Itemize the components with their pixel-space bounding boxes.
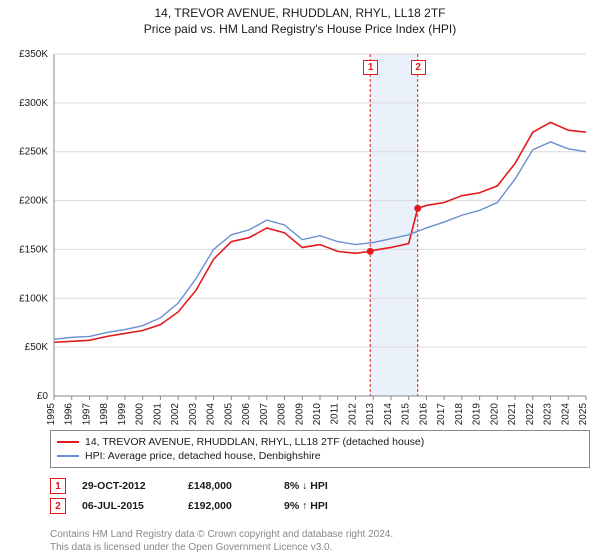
event-delta-2: 9% ↑ HPI xyxy=(284,500,328,512)
svg-text:£200K: £200K xyxy=(19,196,48,207)
svg-text:2013: 2013 xyxy=(365,403,376,426)
legend-label-series-1: HPI: Average price, detached house, Denb… xyxy=(85,450,321,462)
svg-text:£250K: £250K xyxy=(19,147,48,158)
footer-line-1: Contains HM Land Registry data © Crown c… xyxy=(50,528,590,541)
svg-text:£0: £0 xyxy=(37,391,49,402)
svg-text:2003: 2003 xyxy=(188,403,199,426)
svg-text:£100K: £100K xyxy=(19,293,48,304)
svg-text:1998: 1998 xyxy=(99,403,110,426)
footer-attribution: Contains HM Land Registry data © Crown c… xyxy=(50,528,590,554)
svg-text:2025: 2025 xyxy=(578,403,589,426)
svg-text:2018: 2018 xyxy=(454,403,465,426)
svg-text:2007: 2007 xyxy=(259,403,270,426)
event-price-1: £148,000 xyxy=(188,480,268,492)
svg-text:2000: 2000 xyxy=(135,403,146,426)
svg-text:£350K: £350K xyxy=(19,49,48,60)
legend-swatch-series-1 xyxy=(57,455,79,457)
plot-area: £0£50K£100K£150K£200K£250K£300K£350K1995… xyxy=(50,48,590,418)
svg-text:2008: 2008 xyxy=(277,403,288,426)
plot-event-marker: 1 xyxy=(363,60,378,75)
svg-text:2011: 2011 xyxy=(330,403,341,425)
svg-text:2024: 2024 xyxy=(560,403,571,426)
svg-text:2006: 2006 xyxy=(241,403,252,426)
svg-text:2004: 2004 xyxy=(206,403,217,426)
svg-text:2020: 2020 xyxy=(489,403,500,426)
svg-text:1997: 1997 xyxy=(81,403,92,426)
svg-text:£150K: £150K xyxy=(19,244,48,255)
svg-text:2016: 2016 xyxy=(418,403,429,426)
svg-text:1995: 1995 xyxy=(46,403,57,426)
svg-text:£300K: £300K xyxy=(19,98,48,109)
svg-text:2002: 2002 xyxy=(170,403,181,426)
legend-box: 14, TREVOR AVENUE, RHUDDLAN, RHYL, LL18 … xyxy=(50,430,590,468)
svg-text:2014: 2014 xyxy=(383,403,394,426)
event-date-1: 29-OCT-2012 xyxy=(82,480,172,492)
svg-text:2019: 2019 xyxy=(472,403,483,426)
svg-text:2010: 2010 xyxy=(312,403,323,426)
svg-text:2012: 2012 xyxy=(347,403,358,426)
svg-text:2022: 2022 xyxy=(525,403,536,426)
svg-text:2005: 2005 xyxy=(223,403,234,426)
event-marker-2: 2 xyxy=(50,498,66,514)
legend-label-series-0: 14, TREVOR AVENUE, RHUDDLAN, RHYL, LL18 … xyxy=(85,436,424,448)
svg-text:2001: 2001 xyxy=(152,403,163,426)
event-marker-1: 1 xyxy=(50,478,66,494)
svg-text:£50K: £50K xyxy=(25,342,49,353)
svg-text:2009: 2009 xyxy=(294,403,305,426)
svg-text:2023: 2023 xyxy=(543,403,554,426)
chart-title-line1: 14, TREVOR AVENUE, RHUDDLAN, RHYL, LL18 … xyxy=(0,6,600,20)
event-date-2: 06-JUL-2015 xyxy=(82,500,172,512)
svg-text:1999: 1999 xyxy=(117,403,128,426)
svg-text:2021: 2021 xyxy=(507,403,518,426)
event-price-2: £192,000 xyxy=(188,500,268,512)
plot-event-marker: 2 xyxy=(411,60,426,75)
chart-title-line2: Price paid vs. HM Land Registry's House … xyxy=(0,22,600,36)
legend-swatch-series-0 xyxy=(57,441,79,443)
event-table: 1 29-OCT-2012 £148,000 8% ↓ HPI 2 06-JUL… xyxy=(50,476,590,516)
svg-text:1996: 1996 xyxy=(64,403,75,426)
svg-text:2015: 2015 xyxy=(401,403,412,426)
event-delta-1: 8% ↓ HPI xyxy=(284,480,328,492)
footer-line-2: This data is licensed under the Open Gov… xyxy=(50,541,590,554)
svg-text:2017: 2017 xyxy=(436,403,447,426)
